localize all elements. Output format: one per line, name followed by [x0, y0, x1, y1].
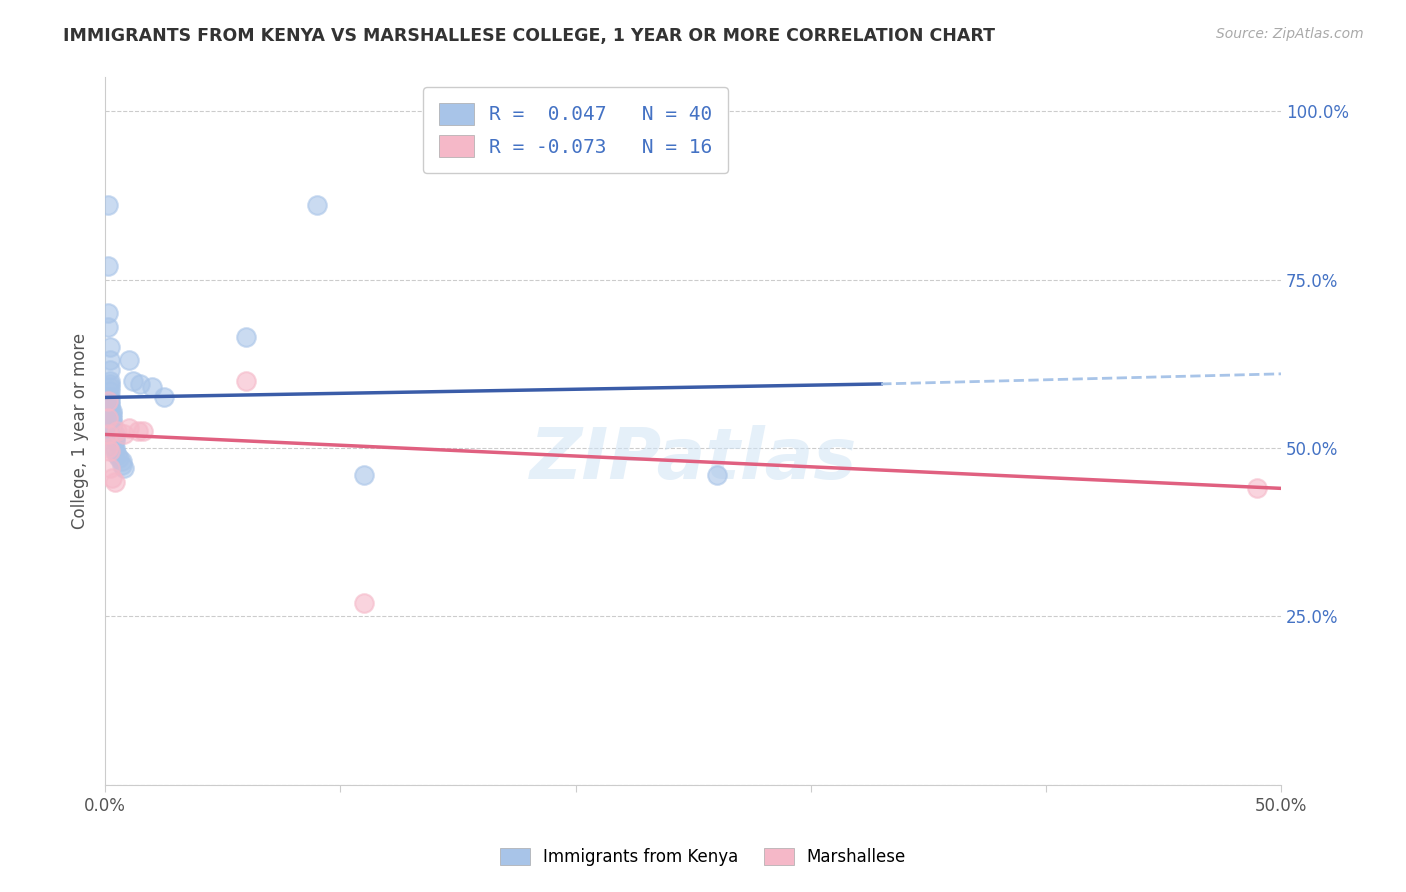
Legend: R =  0.047   N = 40, R = -0.073   N = 16: R = 0.047 N = 40, R = -0.073 N = 16: [423, 87, 728, 173]
Point: [112, 427, 135, 442]
Point: [153, 391, 176, 405]
Point: [97, 393, 120, 408]
Point: [97, 259, 120, 273]
Point: [353, 596, 375, 610]
Point: [111, 454, 134, 468]
Legend: Immigrants from Kenya, Marshallese: Immigrants from Kenya, Marshallese: [492, 840, 914, 875]
Point: [104, 431, 127, 445]
Point: [101, 417, 124, 432]
Point: [127, 424, 149, 438]
Point: [118, 421, 141, 435]
Point: [101, 471, 124, 485]
Point: [235, 374, 257, 388]
Point: [118, 353, 141, 368]
Point: [98, 444, 121, 458]
Point: [105, 424, 128, 438]
Point: [97, 441, 120, 455]
Point: [104, 475, 127, 489]
Point: [101, 404, 124, 418]
Point: [101, 414, 124, 428]
Point: [98, 397, 121, 411]
Point: [104, 427, 127, 442]
Point: [1246, 481, 1268, 495]
Point: [129, 376, 152, 391]
Point: [98, 376, 121, 391]
Point: [97, 198, 120, 212]
Point: [101, 407, 124, 421]
Point: [111, 458, 134, 472]
Point: [98, 384, 121, 398]
Point: [97, 410, 120, 425]
Point: [108, 451, 131, 466]
Point: [305, 198, 328, 212]
Point: [112, 461, 135, 475]
Text: Source: ZipAtlas.com: Source: ZipAtlas.com: [1216, 27, 1364, 41]
Point: [97, 427, 120, 442]
Point: [98, 391, 121, 405]
Point: [98, 461, 121, 475]
Point: [104, 444, 127, 458]
Point: [98, 374, 121, 388]
Point: [122, 374, 145, 388]
Point: [235, 330, 257, 344]
Point: [101, 410, 124, 425]
Point: [104, 441, 127, 455]
Point: [105, 448, 128, 462]
Y-axis label: College, 1 year or more: College, 1 year or more: [72, 333, 89, 529]
Point: [98, 380, 121, 394]
Point: [132, 424, 155, 438]
Point: [104, 434, 127, 449]
Point: [706, 467, 728, 482]
Point: [98, 393, 121, 408]
Point: [98, 340, 121, 354]
Point: [97, 306, 120, 320]
Text: ZIPatlas: ZIPatlas: [530, 425, 856, 494]
Point: [98, 353, 121, 368]
Point: [353, 467, 375, 482]
Point: [98, 401, 121, 415]
Point: [101, 421, 124, 435]
Text: IMMIGRANTS FROM KENYA VS MARSHALLESE COLLEGE, 1 YEAR OR MORE CORRELATION CHART: IMMIGRANTS FROM KENYA VS MARSHALLESE COL…: [63, 27, 995, 45]
Point: [98, 363, 121, 377]
Point: [141, 380, 163, 394]
Point: [97, 319, 120, 334]
